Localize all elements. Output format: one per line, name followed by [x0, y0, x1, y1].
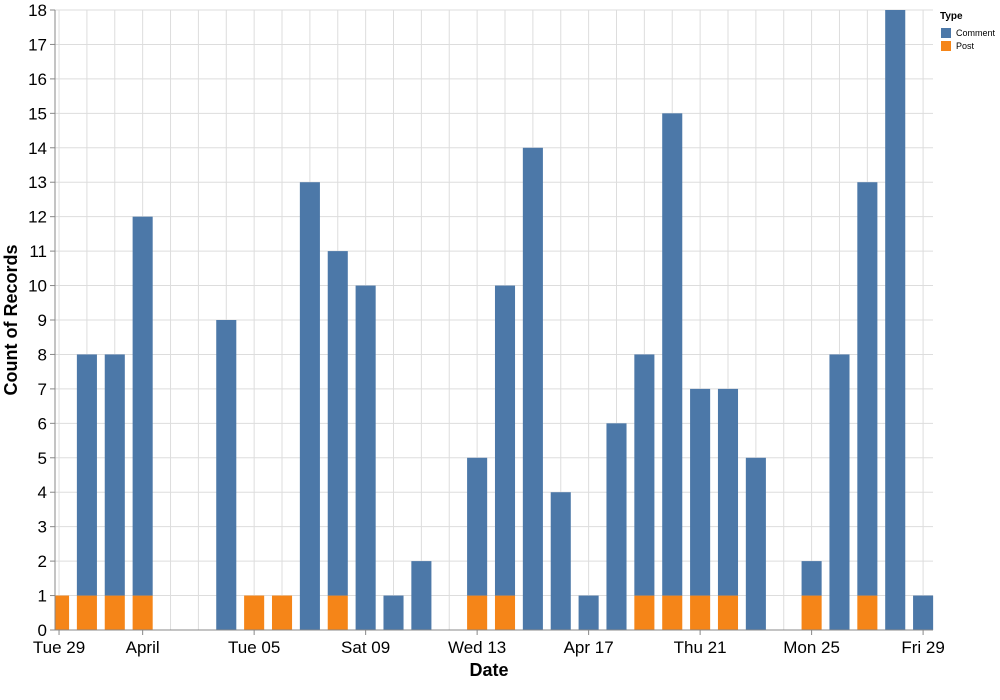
bar-comment: [383, 595, 404, 630]
y-tick-label: 7: [38, 380, 47, 399]
y-tick-label: 3: [38, 518, 47, 537]
x-tick-label: April: [126, 638, 160, 657]
bar-post: [690, 595, 711, 630]
bar-comment: [606, 423, 627, 630]
y-tick-label: 17: [28, 35, 47, 54]
x-tick-label: Mon 25: [783, 638, 840, 657]
bar-post: [327, 595, 348, 630]
bar-comment: [494, 285, 516, 596]
bar-post: [717, 595, 739, 630]
y-axis-title: Count of Records: [1, 245, 21, 396]
bar-comment: [662, 113, 683, 596]
bar-comment: [104, 354, 125, 596]
bar-comment: [467, 457, 488, 596]
legend: Type Comment Post: [940, 11, 996, 51]
bar-comment: [216, 320, 237, 630]
bar-comment: [550, 492, 571, 630]
bar-comment: [717, 388, 739, 596]
x-tick-label: Fri 29: [901, 638, 944, 657]
y-tick-label: 15: [28, 104, 47, 123]
bar-comment: [690, 388, 711, 596]
y-tick-label: 16: [28, 70, 47, 89]
legend-label-comment: Comment: [956, 28, 996, 38]
y-tick-label: 11: [29, 242, 47, 261]
bar-post: [104, 595, 125, 630]
legend-swatch-post: [941, 41, 951, 51]
y-tick-label: 18: [28, 1, 47, 20]
x-axis-title: Date: [469, 660, 508, 680]
bar-comment: [885, 10, 906, 630]
bar-comment: [857, 182, 878, 596]
bars: [55, 10, 934, 630]
y-tick-label: 6: [38, 414, 47, 433]
bar-post: [494, 595, 516, 630]
bar-comment: [411, 561, 432, 630]
y-tick-label: 1: [38, 587, 47, 606]
bar-comment: [76, 354, 97, 596]
x-tick-label: Sat 09: [341, 638, 390, 657]
bar-comment: [522, 147, 543, 630]
x-tick-label: Thu 21: [674, 638, 727, 657]
x-tick-label: Wed 13: [448, 638, 506, 657]
y-tick-label: 14: [28, 139, 47, 158]
bar-post: [271, 595, 293, 630]
bar-comment: [634, 354, 655, 596]
bar-post: [76, 595, 97, 630]
y-tick-label: 0: [38, 621, 47, 640]
x-tick-label: Tue 05: [228, 638, 280, 657]
y-tick-label: 9: [38, 311, 47, 330]
y-tick-label: 2: [38, 552, 47, 571]
y-tick-label: 10: [28, 277, 47, 296]
y-tick-label: 5: [38, 449, 47, 468]
legend-label-post: Post: [956, 41, 975, 51]
bar-post: [662, 595, 683, 630]
bar-comment: [299, 182, 320, 630]
bar-comment: [829, 354, 850, 630]
bar-comment: [913, 595, 934, 630]
bar-post: [244, 595, 265, 630]
grid: [55, 9, 933, 631]
legend-title: Type: [940, 11, 963, 22]
bar-comment: [132, 216, 153, 596]
y-tick-label: 8: [38, 345, 47, 364]
bar-comment: [801, 561, 822, 596]
y-tick-label: 13: [28, 173, 47, 192]
y-tick-label: 4: [38, 483, 47, 502]
x-tick-label: Apr 17: [564, 638, 614, 657]
bar-post: [132, 595, 153, 630]
bar-post: [801, 595, 822, 630]
bar-comment: [355, 285, 376, 630]
y-tick-label: 12: [28, 208, 47, 227]
bar-comment: [745, 457, 766, 630]
bar-comment: [578, 595, 599, 630]
bar-post: [467, 595, 488, 630]
bar-post: [634, 595, 655, 630]
x-tick-label: Tue 29: [33, 638, 85, 657]
bar-post: [857, 595, 878, 630]
legend-swatch-comment: [941, 28, 951, 38]
bar-post: [55, 595, 70, 630]
bar-comment: [327, 251, 348, 596]
